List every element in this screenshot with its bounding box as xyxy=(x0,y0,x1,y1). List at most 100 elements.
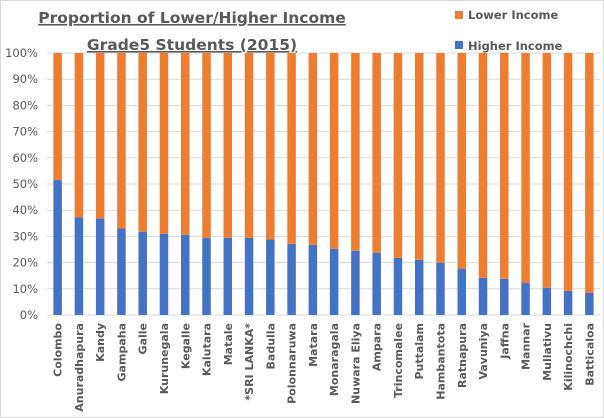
bar-group-kalutara xyxy=(202,53,211,315)
bar-lower-income-kurunegala xyxy=(159,53,169,234)
bar-group-badulla xyxy=(266,53,275,315)
x-tick-label: Badulla xyxy=(264,323,277,369)
bar-lower-income-hambantota xyxy=(436,53,445,263)
x-tick-label: Puttalam xyxy=(413,323,426,380)
y-tick-label: 70% xyxy=(12,125,38,139)
bar-higher-income-matale xyxy=(223,237,233,315)
bar-higher-income-kegalle xyxy=(181,234,190,315)
x-tick-label: Jaffna xyxy=(498,323,511,360)
bar-group-mannar xyxy=(521,53,530,315)
bar-group-colombo xyxy=(53,53,62,315)
bar-higher-income-vavuniya xyxy=(478,277,488,315)
bar-lower-income-sri-lanka xyxy=(244,53,254,238)
bar-lower-income-trincomalee xyxy=(393,53,403,258)
bar-group-mullativu xyxy=(542,53,552,315)
bar-lower-income-anuradhapura xyxy=(74,53,84,218)
bar-lower-income-kandy xyxy=(95,53,105,219)
bar-higher-income-puttalam xyxy=(414,259,424,315)
x-tick-label: Ampara xyxy=(371,323,384,371)
y-tick-label: 40% xyxy=(12,203,38,217)
bar-higher-income-kilinochchi xyxy=(563,290,573,315)
x-tick-label: Mannar xyxy=(520,322,533,369)
bar-group-matale xyxy=(223,53,233,315)
bar-higher-income-mullativu xyxy=(542,287,552,315)
legend-item-higher-income: Higher Income xyxy=(455,39,563,53)
bar-higher-income-trincomalee xyxy=(393,257,403,315)
x-tick-label: Mullativu xyxy=(541,323,554,381)
bar-group-monaragala xyxy=(329,53,339,315)
bar-lower-income-kilinochchi xyxy=(563,53,573,291)
y-tick-label: 50% xyxy=(12,177,38,191)
bar-lower-income-monaragala xyxy=(329,53,339,249)
x-tick-label: Batticaloa xyxy=(583,323,596,386)
bar-higher-income-gampaha xyxy=(117,228,126,315)
bar-group-puttalam xyxy=(414,53,424,315)
legend-swatch-higher-income xyxy=(455,41,463,49)
bar-lower-income-batticaloa xyxy=(585,53,594,293)
y-tick-label: 30% xyxy=(12,229,38,243)
bar-higher-income-nuwara-eliya xyxy=(351,250,360,315)
bar-higher-income-jaffna xyxy=(500,278,509,315)
x-tick-label: Matale xyxy=(222,323,235,365)
bar-group-ratnapura xyxy=(457,53,466,315)
x-tick-label: Gampaha xyxy=(115,323,128,381)
bar-group-sri-lanka xyxy=(244,53,254,315)
bar-higher-income-monaragala xyxy=(329,248,339,315)
bar-group-kandy xyxy=(95,53,105,315)
legend: Lower Income Higher Income xyxy=(455,8,563,53)
x-tick-label: Galle xyxy=(137,323,150,354)
x-tick-label: Colombo xyxy=(52,323,65,377)
bar-higher-income-ampara xyxy=(372,252,381,315)
chart-title-line-2: Grade5 Students (2015) xyxy=(87,36,297,54)
bar-higher-income-kurunegala xyxy=(159,233,169,315)
bar-lower-income-ampara xyxy=(372,53,381,253)
x-tick-label: Kilinochchi xyxy=(562,323,575,391)
x-tick-label: Hambantota xyxy=(434,323,447,400)
y-tick-label: 100% xyxy=(5,46,38,60)
x-tick-label: Nuwara Eliya xyxy=(349,323,362,404)
y-tick-label: 90% xyxy=(12,72,38,86)
bar-higher-income-ratnapura xyxy=(457,268,466,315)
bar-lower-income-ratnapura xyxy=(457,53,466,269)
bar-group-anuradhapura xyxy=(74,53,84,315)
legend-item-lower-income: Lower Income xyxy=(455,8,558,22)
x-tick-label: Vavuniya xyxy=(477,323,490,380)
legend-label-higher-income: Higher Income xyxy=(468,39,563,53)
y-tick-label: 20% xyxy=(12,256,38,270)
y-axis-ticks: 0% 10% 20% 30% 40% 50% 60% 70% 80% 90% 100% xyxy=(5,46,38,322)
bar-group-vavuniya xyxy=(478,53,488,315)
bar-group-matara xyxy=(308,53,318,315)
y-tick-label: 10% xyxy=(12,282,38,296)
bar-higher-income-anuradhapura xyxy=(74,217,84,315)
bar-group-polonnaruwa xyxy=(287,53,296,315)
chart-title-line-1: Proportion of Lower/Higher Income xyxy=(38,9,346,27)
bar-higher-income-matara xyxy=(308,244,318,315)
x-tick-label: Matara xyxy=(307,323,320,367)
bar-lower-income-mannar xyxy=(521,53,530,284)
x-tick-label: Kegalle xyxy=(179,323,192,369)
x-tick-label: Kalutara xyxy=(201,323,214,376)
x-tick-label: Polonnaruwa xyxy=(286,323,299,404)
x-tick-label: *SRI LANKA* xyxy=(243,323,256,401)
x-axis-labels: Colombo Anuradhapura Kandy Gampaha Galle Kuru… xyxy=(52,322,597,411)
bar-lower-income-badulla xyxy=(266,53,275,240)
bar-group-nuwara-eliya xyxy=(351,53,360,315)
y-tick-label: 60% xyxy=(12,151,38,165)
bar-lower-income-matale xyxy=(223,53,233,238)
x-tick-label: Anuradhapura xyxy=(73,323,86,412)
bar-higher-income-kalutara xyxy=(202,237,211,315)
x-tick-label: Monaragala xyxy=(328,323,341,396)
y-tick-label: 80% xyxy=(12,98,38,112)
bar-lower-income-vavuniya xyxy=(478,53,488,278)
y-tick-label: 0% xyxy=(20,308,38,322)
bar-higher-income-batticaloa xyxy=(585,292,594,315)
bar-group-kegalle xyxy=(181,53,190,315)
bars xyxy=(53,53,594,315)
bar-group-galle xyxy=(138,53,147,315)
x-tick-label: Ratnapura xyxy=(456,323,469,388)
bar-lower-income-mullativu xyxy=(542,53,552,288)
bar-group-jaffna xyxy=(500,53,509,315)
bar-lower-income-colombo xyxy=(53,53,62,181)
